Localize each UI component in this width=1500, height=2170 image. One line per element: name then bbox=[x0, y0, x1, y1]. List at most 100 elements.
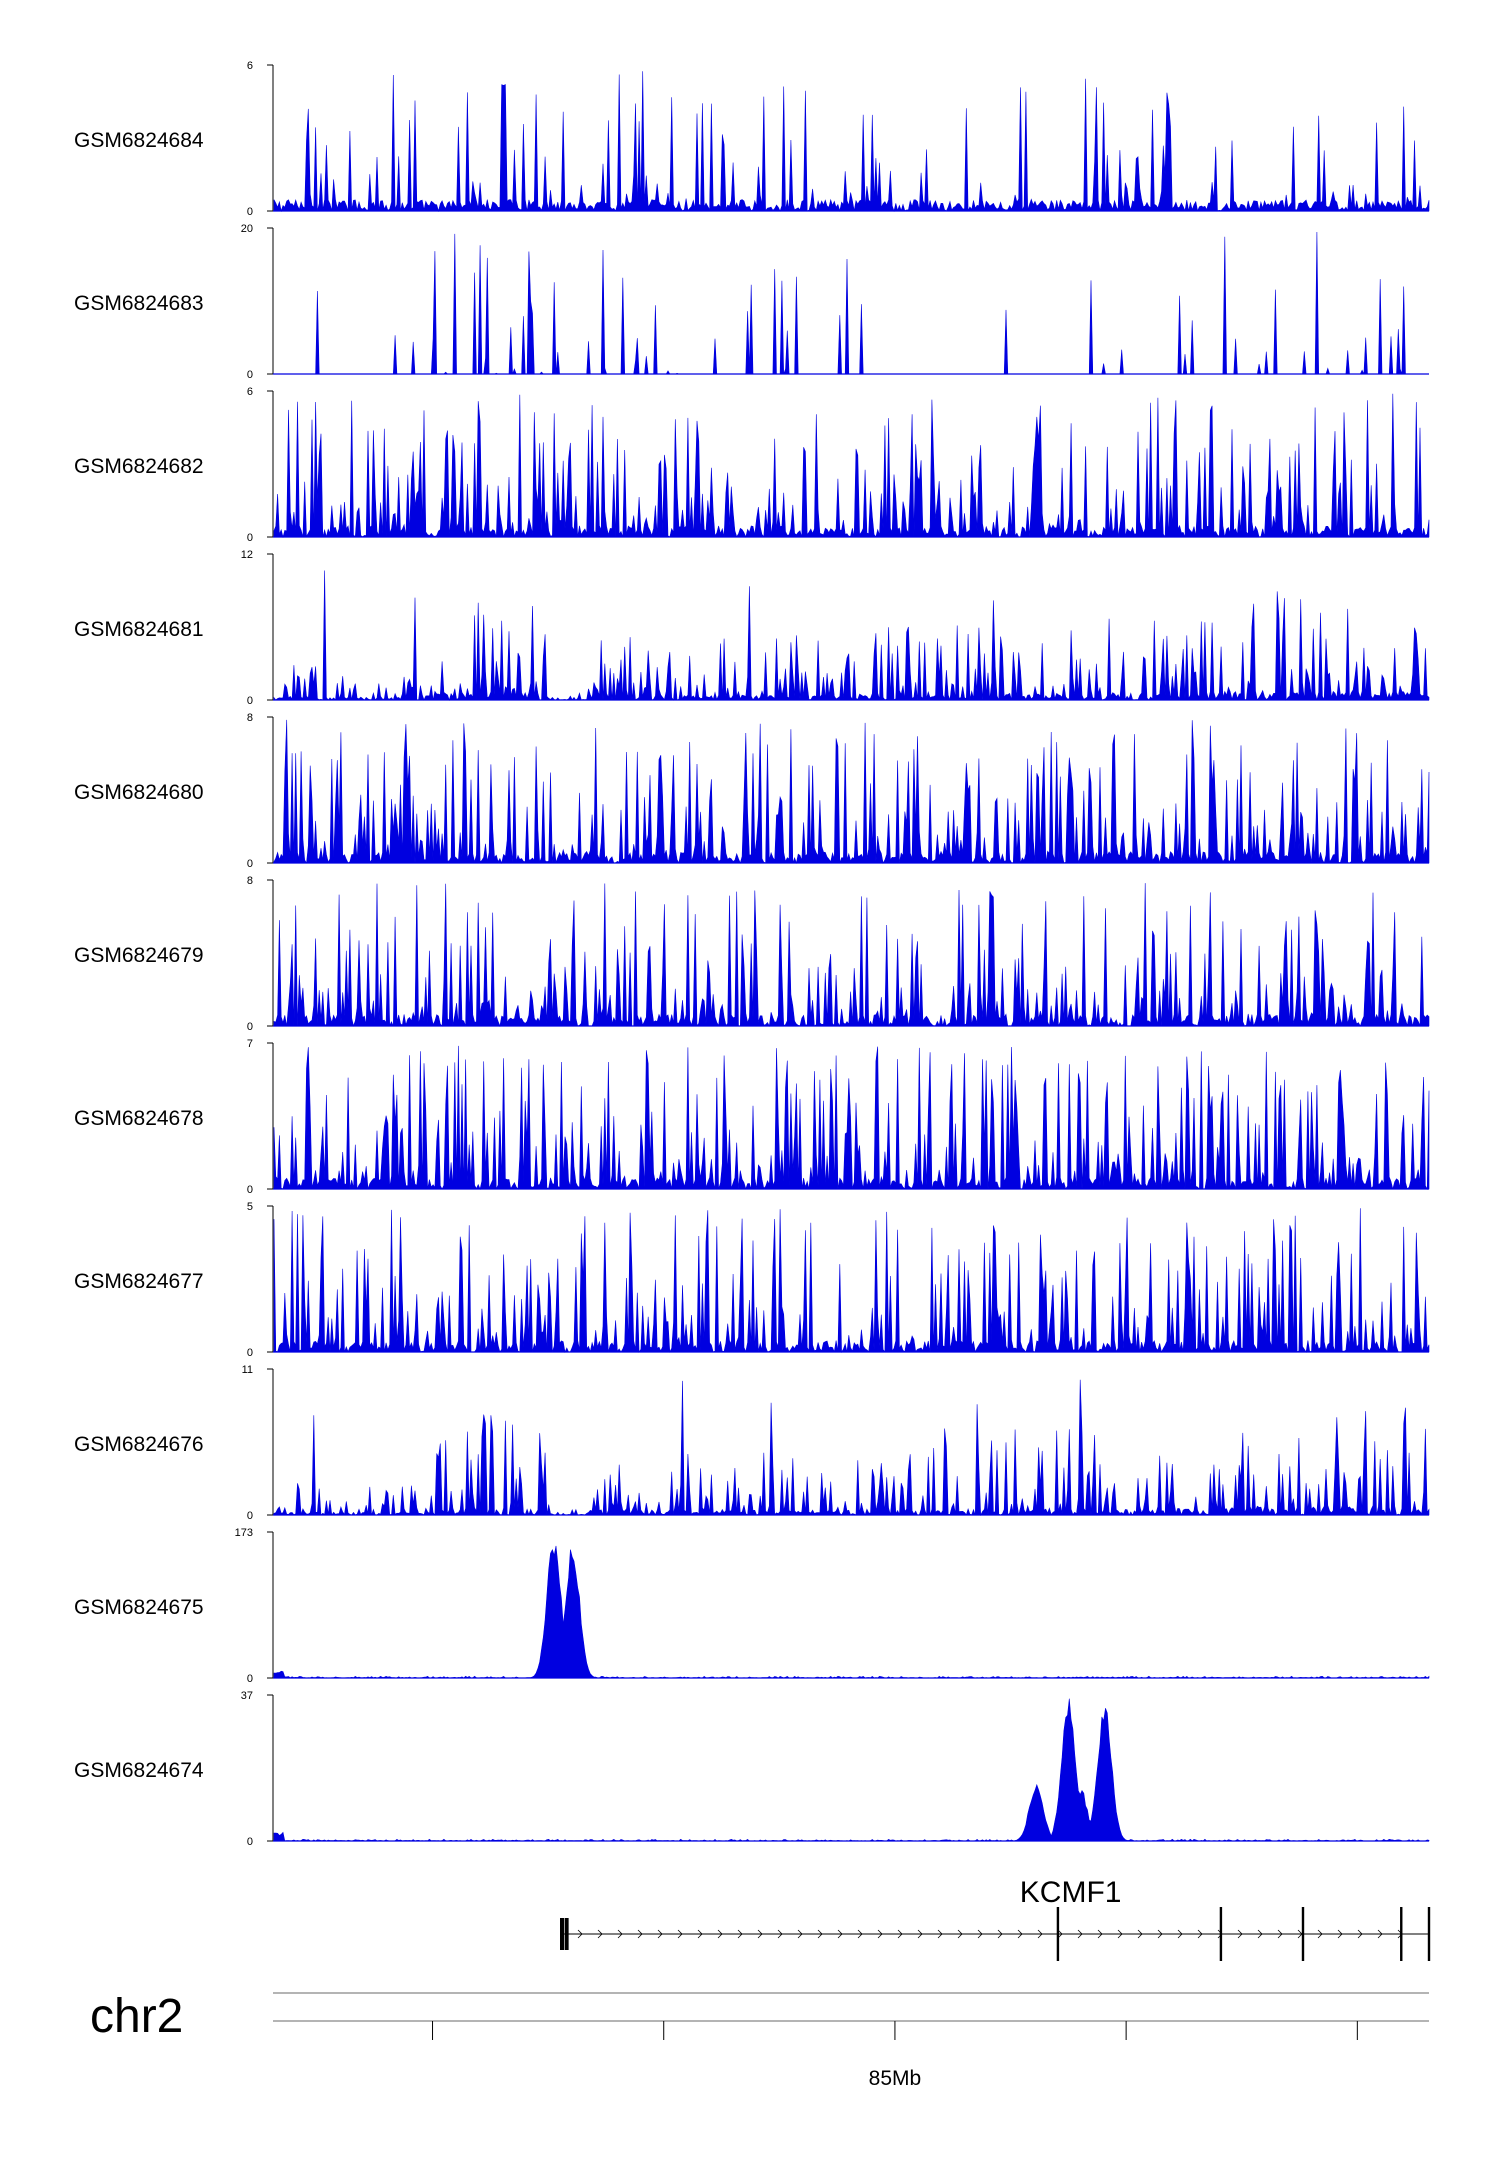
exon-mark bbox=[564, 1918, 569, 1950]
y-min-label: 0 bbox=[247, 532, 253, 544]
strand-arrow-icon bbox=[1237, 1929, 1243, 1939]
y-min-label: 0 bbox=[247, 369, 253, 381]
signal-area bbox=[273, 1545, 1430, 1679]
track-name-label: GSM6824678 bbox=[74, 1107, 204, 1130]
strand-arrow-icon bbox=[837, 1929, 843, 1939]
strand-arrow-icon bbox=[697, 1929, 703, 1939]
y-min-label: 0 bbox=[247, 206, 253, 218]
exon-mark bbox=[1301, 1907, 1305, 1961]
track-GSM6824674: GSM6824674 37 0 bbox=[74, 1690, 1430, 1848]
track-GSM6824676: GSM6824676 11 0 bbox=[74, 1364, 1430, 1522]
strand-arrow-icon bbox=[777, 1929, 783, 1939]
y-max-label: 37 bbox=[241, 1690, 253, 1702]
strand-arrow-icon bbox=[1077, 1929, 1083, 1939]
signal-area bbox=[273, 1379, 1430, 1517]
y-min-label: 0 bbox=[247, 858, 253, 870]
track-GSM6824683: GSM6824683 20 0 bbox=[74, 223, 1429, 381]
strand-arrow-icon bbox=[1057, 1929, 1063, 1939]
y-max-label: 5 bbox=[247, 1201, 253, 1213]
track-GSM6824681: GSM6824681 12 0 bbox=[74, 549, 1430, 707]
strand-arrow-icon bbox=[737, 1929, 743, 1939]
signal-area bbox=[273, 71, 1430, 213]
strand-arrow-icon bbox=[1097, 1929, 1103, 1939]
strand-arrow-icon bbox=[617, 1929, 623, 1939]
y-min-label: 0 bbox=[247, 1510, 253, 1522]
y-max-label: 20 bbox=[241, 223, 253, 235]
strand-arrow-icon bbox=[1277, 1929, 1283, 1939]
strand-arrow-icon bbox=[997, 1929, 1003, 1939]
track-name-label: GSM6824675 bbox=[74, 1596, 204, 1619]
y-max-label: 8 bbox=[247, 712, 253, 724]
signal-area bbox=[273, 719, 1430, 865]
strand-arrow-icon bbox=[957, 1929, 963, 1939]
y-min-label: 0 bbox=[247, 695, 253, 707]
strand-arrow-icon bbox=[577, 1929, 583, 1939]
strand-arrow-icon bbox=[717, 1929, 723, 1939]
track-name-label: GSM6824676 bbox=[74, 1433, 204, 1456]
strand-arrow-icon bbox=[1137, 1929, 1143, 1939]
track-GSM6824684: GSM6824684 6 0 bbox=[74, 60, 1430, 218]
y-max-label: 6 bbox=[247, 386, 253, 398]
strand-arrow-icon bbox=[1157, 1929, 1163, 1939]
y-min-label: 0 bbox=[247, 1673, 253, 1685]
strand-arrow-icon bbox=[917, 1929, 923, 1939]
signal-area bbox=[273, 1045, 1430, 1191]
exon-mark bbox=[1056, 1907, 1060, 1961]
strand-arrow-icon bbox=[937, 1929, 943, 1939]
strand-arrow-icon bbox=[1037, 1929, 1043, 1939]
strand-arrow-icon bbox=[977, 1929, 983, 1939]
strand-arrow-icon bbox=[657, 1929, 663, 1939]
track-name-label: GSM6824679 bbox=[74, 944, 204, 967]
y-min-label: 0 bbox=[247, 1347, 253, 1359]
gene-annotation-track: KCMF1 bbox=[560, 1876, 1431, 1961]
y-max-label: 12 bbox=[241, 549, 253, 561]
signal-area bbox=[273, 393, 1430, 539]
strand-arrow-icon bbox=[877, 1929, 883, 1939]
signal-area bbox=[274, 231, 1429, 375]
strand-arrow-icon bbox=[1377, 1929, 1383, 1939]
track-GSM6824680: GSM6824680 8 0 bbox=[74, 712, 1430, 870]
strand-arrow-icon bbox=[677, 1929, 683, 1939]
exon-mark bbox=[1427, 1907, 1431, 1961]
exon-mark bbox=[560, 1918, 564, 1950]
strand-arrow-icon bbox=[1017, 1929, 1023, 1939]
track-GSM6824682: GSM6824682 6 0 bbox=[74, 386, 1430, 544]
strand-arrow-icon bbox=[757, 1929, 763, 1939]
signal-area bbox=[273, 1698, 1430, 1842]
track-name-label: GSM6824677 bbox=[74, 1270, 204, 1293]
y-min-label: 0 bbox=[247, 1184, 253, 1196]
track-name-label: GSM6824674 bbox=[74, 1759, 204, 1782]
strand-arrow-icon bbox=[797, 1929, 803, 1939]
strand-arrow-icon bbox=[1337, 1929, 1343, 1939]
track-name-label: GSM6824683 bbox=[74, 292, 204, 315]
strand-arrow-icon bbox=[857, 1929, 863, 1939]
strand-arrow-icon bbox=[817, 1929, 823, 1939]
chromosome-label: chr2 bbox=[90, 1990, 183, 2043]
y-max-label: 6 bbox=[247, 60, 253, 72]
chromosome-axis: chr2 85Mb bbox=[90, 1990, 1429, 2090]
y-min-label: 0 bbox=[247, 1836, 253, 1848]
axis-tick-label: 85Mb bbox=[869, 2067, 922, 2090]
track-name-label: GSM6824682 bbox=[74, 455, 204, 478]
strand-arrow-icon bbox=[1357, 1929, 1363, 1939]
y-min-label: 0 bbox=[247, 1021, 253, 1033]
signal-tracks: GSM682468460GSM6824683200GSM682468260GSM… bbox=[74, 60, 1430, 1848]
exon-mark bbox=[1400, 1907, 1403, 1961]
signal-area bbox=[273, 570, 1430, 701]
y-max-label: 8 bbox=[247, 875, 253, 887]
strand-arrow-icon bbox=[1197, 1929, 1203, 1939]
track-name-label: GSM6824684 bbox=[74, 129, 204, 152]
strand-arrow-icon bbox=[597, 1929, 603, 1939]
track-GSM6824679: GSM6824679 8 0 bbox=[74, 875, 1430, 1033]
track-GSM6824677: GSM6824677 5 0 bbox=[74, 1201, 1430, 1359]
strand-arrow-icon bbox=[637, 1929, 643, 1939]
strand-arrow-icon bbox=[1177, 1929, 1183, 1939]
track-name-label: GSM6824681 bbox=[74, 618, 204, 641]
strand-arrow-icon bbox=[1317, 1929, 1323, 1939]
track-name-label: GSM6824680 bbox=[74, 781, 204, 804]
gene-label: KCMF1 bbox=[1020, 1876, 1122, 1909]
strand-arrow-icon bbox=[897, 1929, 903, 1939]
signal-area bbox=[273, 883, 1430, 1028]
exon-mark bbox=[1219, 1907, 1223, 1961]
